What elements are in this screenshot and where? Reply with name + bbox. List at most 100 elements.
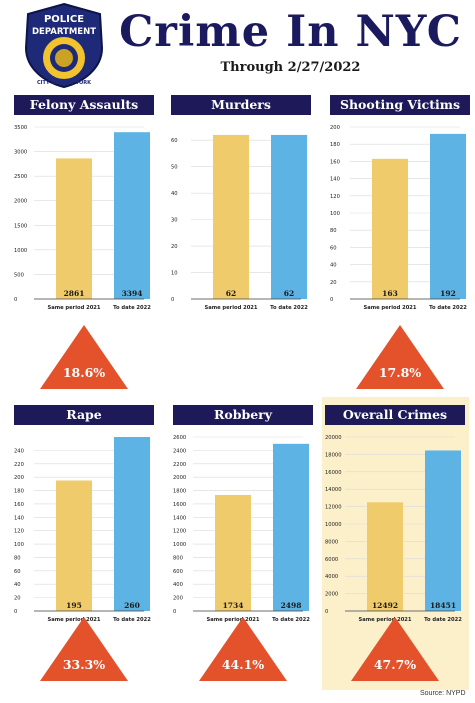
bar-value-label: 195 [66, 601, 82, 610]
y-tick-label: 18000 [325, 452, 342, 458]
y-tick-label: 800 [173, 555, 183, 561]
up-triangle-icon [356, 325, 444, 389]
chart-title: Felony Assaults [14, 95, 154, 115]
y-tick-label: 2000 [325, 592, 338, 598]
percent-change-label: 44.1% [222, 657, 264, 672]
y-tick-label: 0 [171, 297, 174, 303]
increase-arrow: 33.3% [40, 617, 128, 681]
source-note: Source: NYPD [420, 690, 466, 697]
bar-2021 [213, 134, 249, 299]
bar-2022 [114, 437, 150, 611]
y-tick-label: 200 [330, 125, 340, 131]
bar-value-label: 62 [284, 289, 294, 298]
bar-chart: 0 200 400 600 800 1000 1200 1400 1600 1800 2000 220… [173, 435, 310, 623]
bar-value-label: 62 [226, 289, 236, 298]
percent-change-label: 17.8% [379, 365, 421, 380]
bar-2022 [271, 134, 307, 299]
bar-value-label: 2498 [281, 601, 302, 610]
percent-change-label: 33.3% [63, 657, 105, 672]
y-tick-label: 2200 [173, 462, 186, 468]
increase-arrow: 47.7% [351, 617, 439, 681]
bar-value-label: 260 [124, 601, 140, 610]
badge-top-text: POLICE [44, 14, 84, 25]
bar-value-label: 192 [440, 289, 456, 298]
chart-panel: Shooting Victims 0 20 40 60 80 100 120 140 160 180… [330, 95, 475, 383]
y-tick-label: 50 [171, 165, 178, 171]
y-tick-label: 2600 [173, 435, 186, 441]
bar-2021 [215, 494, 251, 611]
up-triangle-icon [351, 617, 439, 681]
x-category-label: Same period 2021 [47, 305, 100, 311]
y-tick-label: 80 [330, 228, 337, 234]
y-tick-label: 10 [171, 271, 178, 277]
chart-panel: Felony Assaults 0 500 1000 1500 2000 2500 3000 3… [14, 95, 161, 383]
x-category-label: To date 2022 [270, 305, 308, 311]
y-tick-label: 40 [330, 263, 337, 269]
chart-title: Murders [171, 95, 311, 115]
nypd-badge-logo: POLICE DEPARTMENT CITY OF NEW YORK [24, 2, 104, 88]
y-tick-label: 2000 [14, 199, 27, 205]
bar-chart: 0 10 20 30 40 50 60 62 Same period 2021 62 To date… [171, 134, 308, 311]
y-tick-label: 6000 [325, 557, 338, 563]
y-tick-label: 100 [330, 211, 340, 217]
y-tick-label: 14000 [325, 487, 342, 493]
chart-panel: Overall Crimes 0 2000 4000 6000 8000 10000 1200… [325, 405, 472, 693]
y-tick-label: 20 [14, 596, 21, 602]
y-tick-label: 2000 [173, 475, 186, 481]
bar-value-label: 2861 [64, 289, 85, 298]
chart-title: Overall Crimes [325, 405, 465, 425]
y-tick-label: 40 [14, 582, 21, 588]
y-tick-label: 200 [173, 596, 183, 602]
increase-arrow: 18.6% [40, 325, 128, 389]
x-category-label: Same period 2021 [206, 617, 259, 623]
y-tick-label: 60 [14, 569, 21, 575]
y-tick-label: 120 [330, 194, 340, 200]
x-category-label: To date 2022 [113, 617, 151, 623]
y-tick-label: 500 [14, 272, 24, 278]
y-tick-label: 180 [330, 142, 340, 148]
y-tick-label: 1400 [173, 515, 186, 521]
header: POLICE DEPARTMENT CITY OF NEW YORK Crime… [0, 0, 475, 90]
page-title: Crime In NYC [119, 7, 462, 57]
y-tick-label: 220 [14, 462, 24, 468]
chart-title: Robbery [173, 405, 313, 425]
y-tick-label: 1600 [173, 502, 186, 508]
bar-2021 [372, 158, 408, 299]
y-tick-label: 600 [173, 569, 183, 575]
bar-chart: 0 20 40 60 80 100 120 140 160 180 200 163 Same perio… [330, 125, 467, 311]
y-tick-label: 140 [330, 177, 340, 183]
y-tick-label: 16000 [325, 470, 342, 476]
y-tick-label: 0 [325, 609, 328, 615]
y-tick-label: 1000 [173, 542, 186, 548]
y-tick-label: 160 [330, 159, 340, 165]
bar-value-label: 3394 [122, 289, 143, 298]
y-tick-label: 100 [14, 542, 24, 548]
bar-2022 [425, 450, 461, 611]
y-tick-label: 40 [171, 191, 178, 197]
x-category-label: To date 2022 [272, 617, 310, 623]
y-tick-label: 3500 [14, 125, 27, 131]
y-tick-label: 80 [14, 555, 21, 561]
x-category-label: Same period 2021 [204, 305, 257, 311]
y-tick-label: 400 [173, 582, 183, 588]
page-subtitle: Through 2/27/2022 [220, 60, 361, 75]
y-tick-label: 12000 [325, 505, 342, 511]
increase-arrow: 44.1% [199, 617, 287, 681]
y-tick-label: 60 [171, 138, 178, 144]
bar-value-label: 1734 [223, 601, 244, 610]
y-tick-label: 20 [330, 280, 337, 286]
bar-value-label: 12492 [372, 601, 398, 610]
chart-title: Shooting Victims [330, 95, 470, 115]
x-category-label: To date 2022 [113, 305, 151, 311]
bar-2021 [56, 158, 92, 299]
y-tick-label: 20 [171, 244, 178, 250]
bar-2021 [56, 480, 92, 611]
y-tick-label: 10000 [325, 522, 342, 528]
y-tick-label: 200 [14, 475, 24, 481]
bar-value-label: 163 [382, 289, 398, 298]
y-tick-label: 3000 [14, 150, 27, 156]
y-tick-label: 1200 [173, 529, 186, 535]
badge-mid-text: DEPARTMENT [32, 27, 96, 37]
y-tick-label: 1500 [14, 223, 27, 229]
y-tick-label: 4000 [325, 574, 338, 580]
